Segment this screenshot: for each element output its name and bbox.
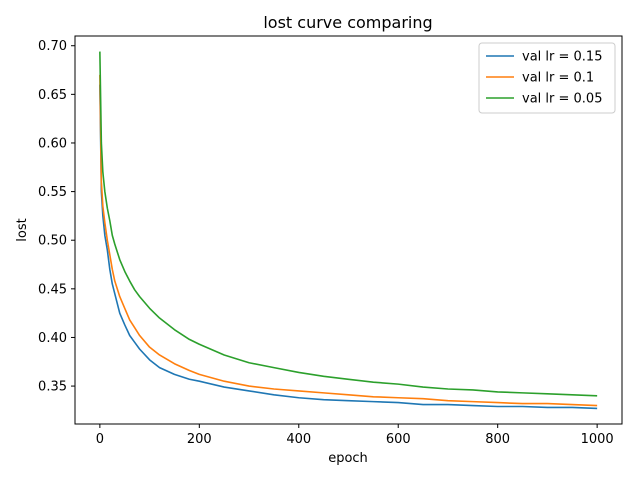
series-line-1 [99,74,598,407]
y-axis-label: lost [15,218,30,241]
x-tick-label: 600 [386,432,411,447]
y-tick-label: 0.60 [38,136,67,151]
y-tick-label: 0.55 [38,185,67,200]
x-axis-label: epoch [328,451,368,466]
y-tick-label: 0.45 [38,282,67,297]
x-tick-label: 0 [96,432,104,447]
x-tick-label: 800 [485,432,510,447]
y-tick-label: 0.50 [38,234,67,249]
x-axis: 0 200 400 600 800 1000 [96,424,614,447]
x-tick-label: 1000 [581,432,614,447]
series-line-2 [99,51,598,397]
legend: val lr = 0.15 val lr = 0.1 val lr = 0.05 [478,42,616,114]
x-tick-label: 200 [187,432,212,447]
plot-frame [74,35,623,425]
y-tick-label: 0.70 [38,39,67,54]
x-tick-label: 400 [286,432,311,447]
chart-title: lost curve comparing [263,13,432,32]
plot-lines [99,51,598,410]
legend-label-0: val lr = 0.15 [522,50,602,65]
y-tick-label: 0.65 [38,88,67,103]
series-line-0 [99,84,598,410]
y-tick-label: 0.35 [38,380,67,395]
legend-box [478,42,616,114]
y-axis: 0.35 0.40 0.45 0.50 0.55 0.60 0.65 0.70 [38,39,75,395]
legend-label-2: val lr = 0.05 [522,92,602,107]
legend-label-1: val lr = 0.1 [522,71,594,86]
y-tick-label: 0.40 [38,331,67,346]
